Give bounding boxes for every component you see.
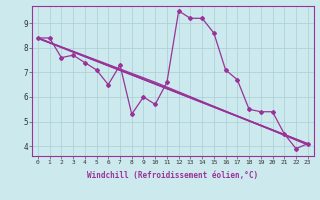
X-axis label: Windchill (Refroidissement éolien,°C): Windchill (Refroidissement éolien,°C): [87, 171, 258, 180]
